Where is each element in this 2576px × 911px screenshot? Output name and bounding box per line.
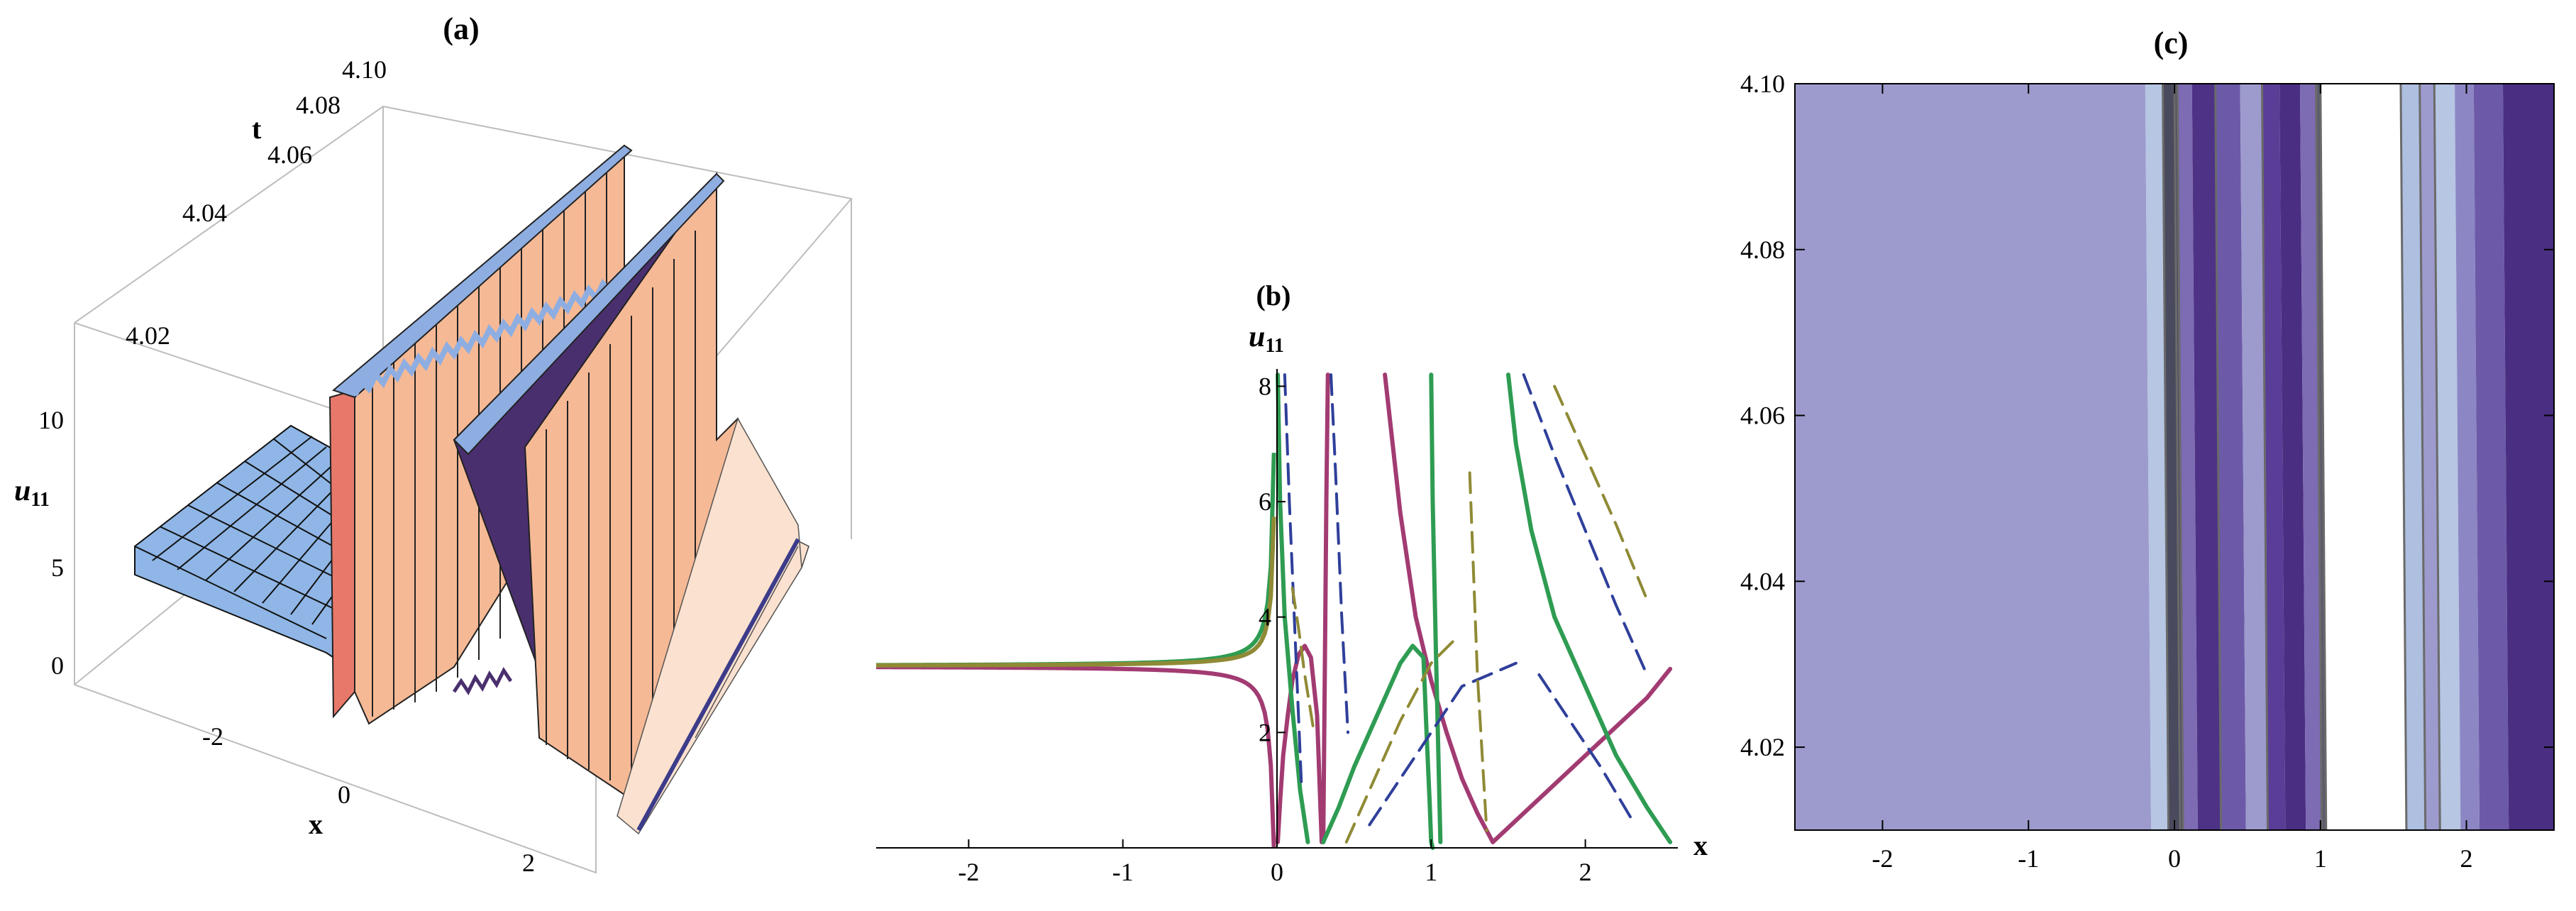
panel-b-series-line bbox=[1491, 666, 1673, 844]
panel-a-z-tick: 10 bbox=[38, 406, 64, 434]
panel-c-contour-band bbox=[1795, 84, 2152, 830]
panel-b-series-line bbox=[875, 453, 1276, 668]
panel-a-z-axis-title: u11 bbox=[14, 475, 50, 511]
panel-c-contour-band bbox=[2400, 84, 2426, 830]
panel-a-t-axis: 4.02 4.04 4.06 4.08 4.10 t bbox=[126, 55, 387, 350]
panel-c-contour-plot: (c) -2 -1 0 1 2 4.02 4.04 4.06 4.08 4.10 bbox=[1740, 26, 2555, 873]
panel-b-series-line bbox=[1290, 587, 1316, 734]
panel-c-label: (c) bbox=[2154, 26, 2189, 60]
panel-b-series-line bbox=[1429, 372, 1443, 844]
panel-a-x-tick: 0 bbox=[338, 780, 350, 809]
panel-b-series-line bbox=[1505, 372, 1673, 844]
panel-c-contour-line bbox=[2214, 83, 2223, 831]
panel-c-y-tick: 4.02 bbox=[1740, 733, 1785, 761]
panel-b-y-tick: 2 bbox=[1259, 718, 1271, 746]
panel-a-t-tick: 4.08 bbox=[296, 91, 341, 119]
panel-b-x-tick: -1 bbox=[1112, 858, 1134, 886]
panel-c-contour-band bbox=[2320, 84, 2407, 830]
panel-a-left-plane bbox=[134, 424, 356, 668]
panel-b-y-axis-title-main: u bbox=[1249, 321, 1265, 353]
panel-c-contour-line bbox=[2260, 83, 2269, 831]
panel-b-x-tick: 0 bbox=[1271, 858, 1283, 886]
panel-b-series-line bbox=[1522, 373, 1649, 677]
panel-b-series-line bbox=[875, 517, 1276, 668]
panel-a-right-plane bbox=[617, 417, 802, 835]
panel-c-contour-band bbox=[2434, 84, 2461, 830]
panel-c-contour-band bbox=[2240, 84, 2268, 830]
panel-b-label: (b) bbox=[1256, 280, 1291, 311]
panel-c-contour-line bbox=[2319, 83, 2328, 831]
panel-b-axes: -2 -1 0 1 2 2 4 6 8 bbox=[876, 369, 1678, 886]
panel-a-x-tick: 2 bbox=[522, 849, 535, 877]
panel-b-series-line bbox=[1344, 639, 1456, 844]
panel-c-contour-band bbox=[2502, 84, 2554, 830]
panel-c-contour-line bbox=[2176, 83, 2184, 831]
panel-c-x-tick: -1 bbox=[2018, 844, 2039, 873]
panel-b-y-tick: 4 bbox=[1259, 603, 1271, 631]
panel-a-z-axis-title-main: u bbox=[14, 475, 31, 507]
panel-c-y-tick: 4.06 bbox=[1740, 402, 1785, 430]
panel-c-contour-line bbox=[2419, 83, 2427, 831]
panel-b-y-axis-title: u11 bbox=[1249, 321, 1284, 357]
panel-b-series-line bbox=[1468, 471, 1488, 832]
panel-b-series-line bbox=[875, 665, 1276, 849]
panel-a-x-axis-title: x bbox=[309, 808, 323, 840]
panel-c-contour-line bbox=[2315, 83, 2323, 831]
panel-c-y-tick: 4.10 bbox=[1740, 70, 1785, 98]
panel-b-series-line bbox=[1283, 373, 1303, 792]
panel-a-t-tick: 4.10 bbox=[342, 55, 387, 84]
panel-a-t-axis-title: t bbox=[252, 113, 262, 145]
panel-b-series-line bbox=[1368, 661, 1518, 827]
panel-c-contour-band bbox=[2262, 84, 2286, 830]
panel-b-series-group bbox=[875, 372, 1673, 850]
panel-a-t-tick: 4.06 bbox=[267, 140, 312, 169]
panel-b-y-axis-title-sub: 11 bbox=[1265, 335, 1283, 357]
panel-c-x-tick: 0 bbox=[2168, 844, 2181, 873]
panel-b-x-tick: 1 bbox=[1425, 858, 1437, 886]
panel-b-x-tick: -2 bbox=[958, 858, 979, 886]
panel-c-bands bbox=[1795, 84, 2554, 830]
panel-b-series-line bbox=[1537, 673, 1633, 821]
panel-a-surface-plot: (a) bbox=[14, 11, 853, 877]
panel-c-axes: -2 -1 0 1 2 4.02 4.04 4.06 4.08 4.10 bbox=[1740, 70, 2555, 873]
panel-b-series-line bbox=[1276, 372, 1310, 844]
panel-a-z-axis: 0 5 10 u11 bbox=[14, 406, 64, 680]
panel-b-y-tick: 8 bbox=[1259, 372, 1271, 400]
panel-b-series-line bbox=[1321, 372, 1330, 844]
panel-c-contour-band bbox=[2455, 84, 2480, 830]
panel-b-series-line bbox=[1276, 644, 1325, 844]
panel-c-contour-lines bbox=[2162, 83, 2441, 831]
panel-c-contour-band bbox=[2473, 84, 2509, 830]
panel-a-x-axis: -2 0 2 x bbox=[202, 722, 535, 877]
panel-c-contour-band bbox=[2279, 84, 2306, 830]
panel-c-y-tick: 4.04 bbox=[1740, 567, 1785, 595]
panel-b-x-tick: 2 bbox=[1579, 858, 1592, 886]
panel-c-contour-band bbox=[2191, 84, 2221, 830]
panel-a-t-tick: 4.04 bbox=[182, 199, 227, 227]
panel-b-series-line bbox=[1553, 385, 1649, 602]
panel-a-z-axis-title-sub: 11 bbox=[31, 489, 49, 511]
panel-b-series-line bbox=[1321, 644, 1426, 844]
panel-c-contour-line bbox=[2433, 83, 2441, 831]
panel-a-z-tick: 5 bbox=[51, 553, 64, 582]
panel-b-series-line bbox=[1330, 373, 1349, 734]
panel-c-contour-line bbox=[2162, 83, 2170, 831]
panel-c-x-tick: 2 bbox=[2460, 844, 2473, 873]
panel-a-x-tick: -2 bbox=[202, 722, 223, 751]
panel-c-contour-line bbox=[2173, 83, 2182, 831]
panel-a-label: (a) bbox=[443, 11, 479, 46]
panel-a-z-tick: 0 bbox=[51, 651, 64, 680]
panel-c-contour-line bbox=[2399, 83, 2408, 831]
panel-b-line-plot: (b) -2 -1 0 1 2 2 4 6 8 x u11 bbox=[875, 280, 1708, 886]
panel-b-x-axis-title: x bbox=[1693, 829, 1708, 861]
panel-c-contour-band bbox=[2145, 84, 2169, 830]
panel-b-y-tick: 6 bbox=[1259, 487, 1271, 516]
panel-c-x-tick: -2 bbox=[1872, 844, 1893, 873]
panel-c-y-tick: 4.08 bbox=[1740, 236, 1785, 264]
panel-c-x-tick: 1 bbox=[2314, 844, 2327, 873]
panel-a-t-tick: 4.02 bbox=[126, 321, 170, 350]
panel-c-contour-band bbox=[2215, 84, 2246, 830]
